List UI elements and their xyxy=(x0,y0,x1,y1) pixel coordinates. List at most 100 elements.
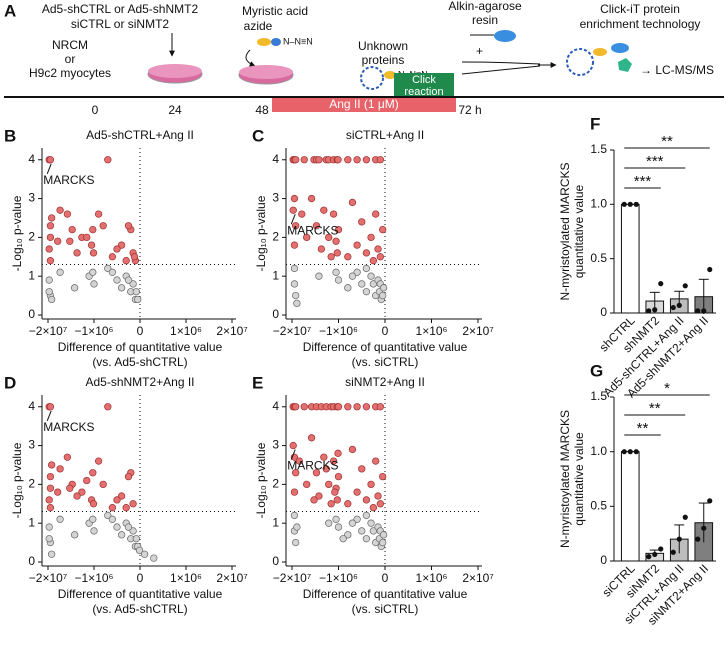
arrow xyxy=(461,61,541,75)
data-point xyxy=(707,498,713,504)
point xyxy=(344,531,352,539)
label: Alkin-agarose xyxy=(448,0,522,13)
point xyxy=(73,249,81,257)
point xyxy=(344,500,352,508)
point xyxy=(89,249,98,257)
point xyxy=(329,210,338,218)
point xyxy=(362,403,371,411)
point xyxy=(362,156,371,164)
x-tick-label: −2×10⁷ xyxy=(273,571,311,585)
y-tick-label: 1 xyxy=(272,268,279,282)
label: resin xyxy=(472,13,498,27)
point xyxy=(376,403,385,411)
data-point xyxy=(621,449,627,455)
point xyxy=(367,480,375,489)
point xyxy=(379,472,387,481)
point xyxy=(348,272,357,280)
data-point xyxy=(670,549,676,555)
point xyxy=(89,268,97,276)
point xyxy=(45,245,53,253)
point xyxy=(83,476,91,485)
point xyxy=(327,253,335,261)
point xyxy=(369,504,378,512)
point xyxy=(89,500,98,508)
point xyxy=(45,276,53,284)
point xyxy=(54,488,62,496)
point xyxy=(108,504,117,512)
point xyxy=(108,268,117,276)
point xyxy=(70,284,79,292)
panel-a: A Ad5-shCTRL or Ad5-shNMT2 siCTRL or siN… xyxy=(4,0,724,117)
significance: ** xyxy=(637,420,649,437)
data-point xyxy=(707,266,713,273)
point xyxy=(334,225,343,234)
point xyxy=(290,194,299,203)
molecule xyxy=(384,71,396,79)
molecule xyxy=(593,48,607,56)
point xyxy=(54,237,62,245)
time-label: 0 xyxy=(92,103,99,117)
point xyxy=(45,496,53,504)
point xyxy=(358,280,366,288)
point xyxy=(83,233,91,242)
point xyxy=(47,214,56,222)
point xyxy=(129,527,137,535)
point xyxy=(290,264,299,273)
point xyxy=(122,257,130,265)
point xyxy=(374,492,382,500)
label: Myristic acid xyxy=(242,4,308,18)
point xyxy=(312,222,321,230)
y-tick-label: 1 xyxy=(28,515,35,529)
point xyxy=(73,492,81,500)
leader-line xyxy=(290,449,296,460)
label: proteins xyxy=(362,53,405,67)
point xyxy=(46,403,55,411)
point xyxy=(325,480,333,489)
label: reaction xyxy=(404,86,443,98)
point xyxy=(46,156,55,164)
point xyxy=(344,403,352,411)
x-axis-label: Difference of quantitative value xyxy=(58,587,223,601)
y-axis-label: -Log₁₀ p-value xyxy=(254,195,268,271)
point xyxy=(46,484,55,492)
y-tick-label: 0 xyxy=(600,305,607,319)
x-tick-label: −2×10⁷ xyxy=(29,571,67,585)
time-label: 72 h xyxy=(458,103,481,117)
y-tick-label: 1 xyxy=(272,515,279,529)
significance: *** xyxy=(634,173,652,190)
x-axis-label: (vs. siCTRL) xyxy=(352,355,419,369)
point xyxy=(379,284,388,292)
label: Ad5-shCTRL or Ad5-shNMT2 xyxy=(42,2,199,16)
point xyxy=(70,531,79,539)
point xyxy=(300,156,308,164)
point xyxy=(45,288,53,296)
annotation: MARCKS xyxy=(43,173,94,187)
point xyxy=(132,535,140,543)
point xyxy=(339,535,347,543)
point xyxy=(344,253,352,261)
point xyxy=(329,457,338,465)
point xyxy=(334,449,342,457)
data-point xyxy=(682,283,688,289)
point xyxy=(94,457,103,465)
point xyxy=(45,535,53,543)
x-tick-label: 2×10⁷ xyxy=(462,324,493,338)
point xyxy=(334,156,342,164)
point xyxy=(89,515,97,523)
point xyxy=(353,515,361,523)
point xyxy=(376,156,385,164)
point xyxy=(353,241,361,249)
point xyxy=(362,288,371,296)
point xyxy=(56,268,64,276)
data-point xyxy=(676,302,682,308)
y-tick-label: 2 xyxy=(272,477,279,491)
dish xyxy=(239,65,293,79)
point xyxy=(108,515,117,523)
point xyxy=(320,206,328,214)
click-box xyxy=(394,73,454,98)
y-tick-label: 0.5 xyxy=(590,251,607,265)
point xyxy=(325,519,333,527)
x-tick-label: −2×10⁷ xyxy=(29,324,67,338)
panel-label: F xyxy=(590,114,600,133)
